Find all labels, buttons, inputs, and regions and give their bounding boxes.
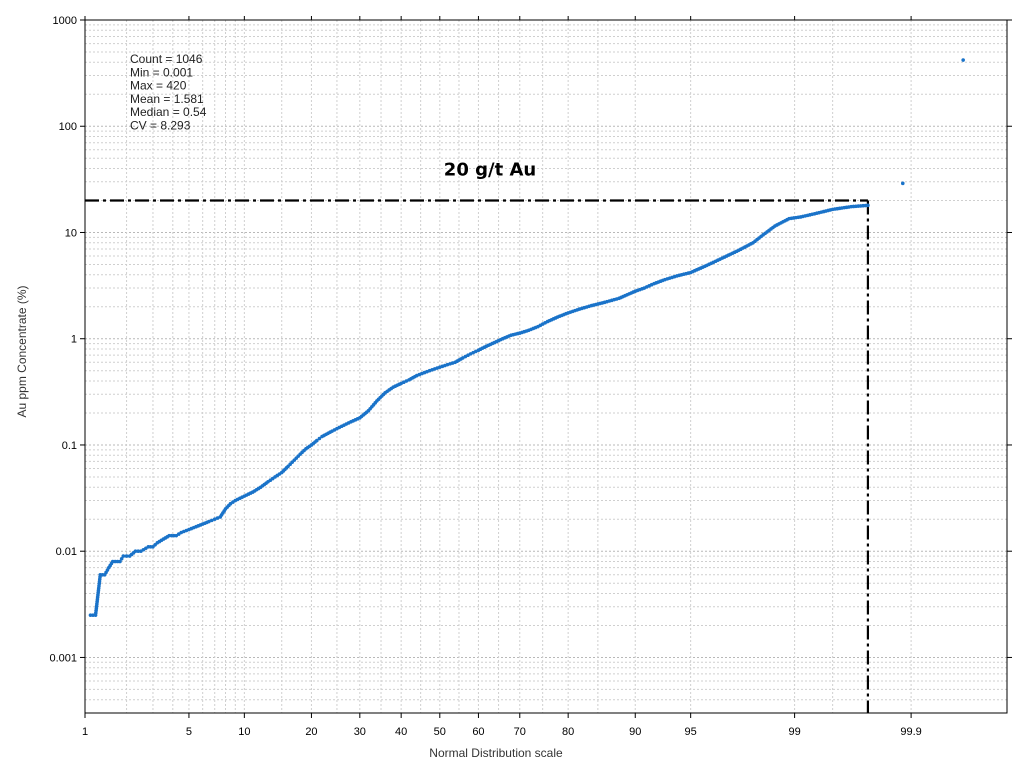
y-tick-label: 1: [71, 334, 77, 346]
data-point: [136, 549, 140, 554]
stat-line: Mean = 1.581: [130, 92, 204, 106]
x-tick-label: 80: [562, 726, 574, 738]
x-axis: 1 5 10 20 30 40 50 60 70 80 90 95 99 99.9: [82, 16, 922, 738]
data-series: [88, 58, 965, 617]
data-point: [207, 519, 211, 524]
plot-area: [84, 19, 1008, 714]
x-axis-title: Normal Distribution scale: [429, 746, 563, 760]
x-tick-label: 50: [434, 726, 446, 738]
stat-line: Max = 420: [130, 79, 187, 93]
x-tick-label: 5: [186, 726, 192, 738]
y-tick-label: 100: [59, 121, 77, 133]
y-axis: 0.001 0.01 0.1 1 10 100 1000: [49, 15, 1012, 664]
data-point: [118, 559, 122, 564]
data-point: [961, 58, 965, 62]
x-tick-label: 90: [629, 726, 641, 738]
x-tick-label: 1: [82, 726, 88, 738]
y-axis-title: Au ppm Concentrate (%): [15, 285, 29, 417]
y-tick-label: 1000: [53, 15, 77, 27]
data-point: [215, 516, 220, 520]
data-point: [121, 554, 126, 558]
stat-line: Median = 0.54: [130, 105, 207, 119]
data-point: [209, 518, 214, 523]
data-point: [866, 203, 870, 208]
data-point: [91, 613, 95, 617]
data-point: [88, 613, 93, 617]
grid: [84, 20, 1008, 714]
x-tick-label: 40: [395, 726, 407, 738]
stat-line: Min = 0.001: [130, 65, 193, 79]
y-tick-label: 10: [65, 227, 77, 239]
stat-line: CV = 8.293: [130, 119, 191, 133]
y-tick-label: 0.1: [62, 440, 77, 452]
data-point: [212, 517, 217, 522]
data-point: [124, 554, 129, 558]
y-tick-label: 0.01: [56, 546, 77, 558]
x-tick-label: 60: [472, 726, 484, 738]
x-tick-label: 30: [354, 726, 366, 738]
x-tick-label: 99.9: [900, 726, 921, 738]
x-tick-label: 10: [238, 726, 250, 738]
x-tick-label: 70: [514, 726, 526, 738]
annotation: 20 g/t Au: [85, 160, 870, 713]
data-point: [317, 436, 322, 441]
data-point: [315, 438, 319, 443]
x-tick-label: 99: [788, 726, 800, 738]
x-tick-label: 20: [305, 726, 317, 738]
y-tick-label: 0.001: [49, 652, 77, 664]
data-point: [119, 556, 124, 561]
data-point: [900, 181, 905, 186]
threshold-label: 20 g/t Au: [444, 160, 536, 181]
stat-line: Count = 1046: [130, 52, 203, 66]
data-point: [133, 549, 138, 554]
x-tick-label: 95: [685, 726, 697, 738]
